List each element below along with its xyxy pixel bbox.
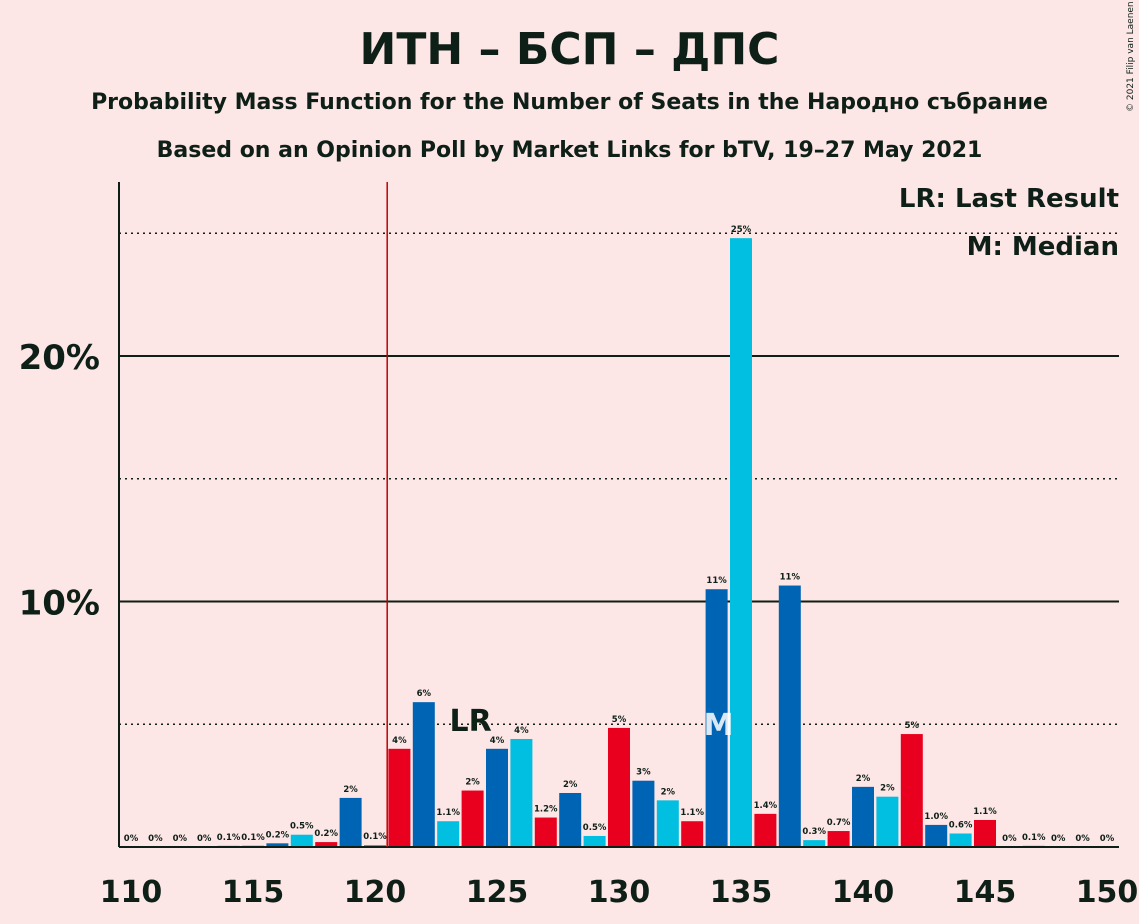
bar-seat-134	[705, 589, 728, 847]
bar-seat-118	[315, 842, 338, 847]
bar-seat-145	[974, 819, 996, 847]
bar-seat-130	[608, 727, 630, 847]
legend-last-result: LR: Last Result	[898, 184, 1119, 214]
x-tick-label: 130	[588, 875, 651, 910]
bar-label-seat-116: 0.2%	[266, 830, 290, 840]
bar-label-seat-129: 0.5%	[583, 823, 607, 833]
bar-label-seat-114: 0.1%	[217, 833, 241, 843]
legend-median: M: Median	[966, 232, 1119, 262]
bar-label-seat-124: 2%	[465, 778, 480, 788]
y-tick-label: 10%	[19, 584, 100, 624]
bar-label-seat-150: 0%	[1100, 834, 1115, 844]
bar-label-seat-138: 0.3%	[802, 827, 826, 837]
bar-seat-141	[876, 796, 899, 847]
bar-label-seat-122: 6%	[417, 689, 432, 699]
x-tick-label: 125	[466, 875, 529, 910]
bar-seat-135	[730, 238, 752, 847]
x-tick-label: 110	[100, 875, 163, 910]
bar-label-seat-135: 25%	[731, 225, 752, 235]
bar-seat-116	[266, 843, 289, 847]
x-tick-label: 115	[222, 875, 285, 910]
bar-label-seat-128: 2%	[563, 780, 578, 790]
result-markers: LR M	[386, 182, 734, 847]
bar-label-seat-112: 0%	[173, 834, 188, 844]
bar-seat-123	[437, 821, 460, 847]
bar-seat-143	[925, 824, 948, 847]
bar-label-seat-111: 0%	[148, 834, 163, 844]
chart-title: ИТН – БСП – ДПС	[359, 24, 780, 75]
bar-label-seat-110: 0%	[124, 834, 139, 844]
y-tick-label: 20%	[19, 338, 100, 378]
bar-label-seat-125: 4%	[490, 736, 505, 746]
bar-label-seat-149: 0%	[1075, 834, 1090, 844]
x-tick-label: 150	[1076, 875, 1139, 910]
bar-seat-138	[803, 840, 826, 847]
bar-label-seat-133: 1.1%	[680, 808, 704, 818]
bar-label-seat-120: 0.1%	[363, 832, 387, 842]
bar-label-seat-140: 2%	[856, 774, 871, 784]
bar-label-seat-126: 4%	[514, 726, 529, 736]
bar-label-seat-139: 0.7%	[827, 818, 851, 828]
bar-seat-137	[778, 585, 801, 847]
median-label: M	[704, 708, 734, 743]
bar-label-seat-146: 0%	[1002, 834, 1017, 844]
bar-label-seat-148: 0%	[1051, 834, 1066, 844]
bar-label-seat-121: 4%	[392, 736, 407, 746]
bar-seat-125	[486, 748, 508, 847]
bar-label-seat-113: 0%	[197, 834, 212, 844]
bar-label-seat-123: 1.1%	[436, 808, 460, 818]
bar-label-seat-127: 1.2%	[534, 805, 558, 815]
bar-seat-122	[412, 702, 435, 847]
x-tick-label: 120	[344, 875, 407, 910]
bar-seat-131	[632, 780, 655, 847]
bar-label-seat-117: 0.5%	[290, 822, 314, 832]
bar-seat-142	[900, 734, 923, 847]
bar-data-labels: 0% 0% 0% 0% 0.1% 0.1% 0.2%0.5%0.2%2%0.1%4%6%1.…	[124, 225, 1115, 844]
last-result-label: LR	[449, 704, 491, 739]
bar-label-seat-137: 11%	[780, 573, 801, 583]
bar-seat-119	[339, 797, 362, 847]
bar-label-seat-143: 1.0%	[924, 812, 948, 822]
bar-label-seat-134: 11%	[706, 576, 727, 586]
bar-label-seat-141: 2%	[880, 784, 895, 794]
bar-seat-124	[461, 790, 484, 847]
bar-seat-126	[510, 738, 533, 847]
bar-label-seat-142: 5%	[905, 721, 920, 731]
bar-seat-139	[827, 831, 850, 847]
bar-label-seat-147: 0.1%	[1022, 833, 1046, 843]
bar-series	[217, 238, 1045, 847]
bar-seat-129	[583, 835, 606, 847]
bar-seat-140	[852, 786, 874, 847]
bar-seat-121	[388, 748, 411, 847]
bar-label-seat-144: 0.6%	[949, 820, 973, 830]
axes: 10% 20% 110 115 120 125 130 135 140 145 150	[19, 182, 1139, 910]
bar-seat-132	[656, 800, 679, 847]
x-tick-label: 140	[832, 875, 895, 910]
x-tick-label: 145	[954, 875, 1017, 910]
bar-label-seat-130: 5%	[612, 715, 627, 725]
chart-subtitle: Probability Mass Function for the Number…	[91, 90, 1048, 115]
bar-label-seat-145: 1.1%	[973, 807, 997, 817]
bar-seat-128	[559, 792, 582, 847]
bar-seat-117	[290, 834, 313, 847]
bar-label-seat-132: 2%	[661, 787, 676, 797]
bar-label-seat-118: 0.2%	[314, 829, 338, 839]
bar-seat-144	[949, 833, 972, 847]
chart-source: Based on an Opinion Poll by Market Links…	[156, 138, 983, 163]
x-tick-label: 135	[710, 875, 773, 910]
bar-label-seat-131: 3%	[636, 768, 651, 778]
bar-label-seat-115: 0.1%	[241, 833, 265, 843]
bar-seat-133	[681, 821, 704, 847]
bar-label-seat-136: 1.4%	[754, 801, 778, 811]
bar-label-seat-119: 2%	[343, 785, 358, 795]
bar-seat-127	[534, 817, 557, 847]
bar-seat-136	[754, 813, 777, 847]
grid-lines	[119, 232, 1119, 725]
